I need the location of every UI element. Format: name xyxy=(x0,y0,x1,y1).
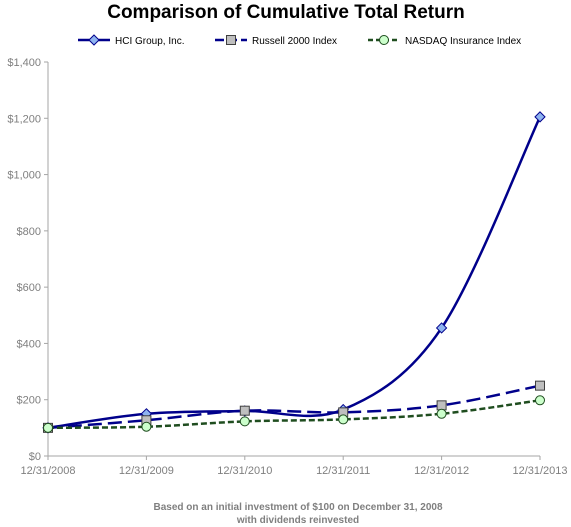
legend: HCI Group, Inc. Russell 2000 Index NASDAQ … xyxy=(78,34,521,47)
data-point-nasdaq-insurance xyxy=(436,408,447,419)
data-point-nasdaq-insurance xyxy=(338,414,349,425)
y-tick-label: $200 xyxy=(17,395,41,407)
y-tick-label: $0 xyxy=(29,451,41,463)
legend-label-hci-group: HCI Group, Inc. xyxy=(115,36,184,47)
data-point-russell-2000 xyxy=(239,405,250,416)
series-line-nasdaq-insurance xyxy=(47,399,541,430)
legend-label-russell-2000: Russell 2000 Index xyxy=(252,36,337,47)
y-tick-label: $1,400 xyxy=(7,57,41,69)
x-tick-label: 12/31/2008 xyxy=(20,465,75,477)
data-point-hci-group xyxy=(534,111,546,123)
legend-label-nasdaq-insurance: NASDAQ Insurance Index xyxy=(405,36,521,47)
legend-marker-hci-group xyxy=(88,34,100,46)
x-tick-label: 12/31/2009 xyxy=(119,465,174,477)
data-point-russell-2000 xyxy=(436,400,447,411)
y-axis: $0 $200 $400 $600 $800 $1,000 $1,200 $1,400 xyxy=(7,57,49,463)
x-tick-label: 12/31/2010 xyxy=(217,465,272,477)
y-tick-label: $1,000 xyxy=(7,170,41,182)
legend-marker-nasdaq-insurance xyxy=(379,35,389,45)
y-tick-label: $600 xyxy=(17,282,41,294)
series-line-russell-2000 xyxy=(47,384,541,430)
data-point-nasdaq-insurance xyxy=(239,416,250,427)
x-tick-label: 12/31/2011 xyxy=(316,465,370,477)
y-tick-label: $400 xyxy=(17,338,41,350)
data-point-nasdaq-insurance xyxy=(535,395,545,406)
data-point-nasdaq-insurance xyxy=(43,422,53,433)
series-line-hci-group xyxy=(47,116,542,430)
y-tick-label: $800 xyxy=(17,226,41,238)
chart-title: Comparison of Cumulative Total Return xyxy=(107,2,465,23)
series-layer xyxy=(42,111,546,434)
data-point-hci-group xyxy=(435,322,448,334)
x-tick-label: 12/31/2012 xyxy=(414,465,469,477)
footnote-line-2: with dividends reinvested xyxy=(236,515,359,526)
x-tick-label: 12/31/2013 xyxy=(512,465,567,477)
y-tick-label: $1,200 xyxy=(7,113,41,125)
x-axis: 12/31/2008 12/31/2009 12/31/2010 12/31/2011… xyxy=(20,455,568,477)
data-point-nasdaq-insurance xyxy=(141,421,152,432)
footnote-line-1: Based on an initial investment of $100 o… xyxy=(154,502,443,513)
data-point-russell-2000 xyxy=(535,380,545,391)
legend-marker-russell-2000 xyxy=(226,35,236,45)
